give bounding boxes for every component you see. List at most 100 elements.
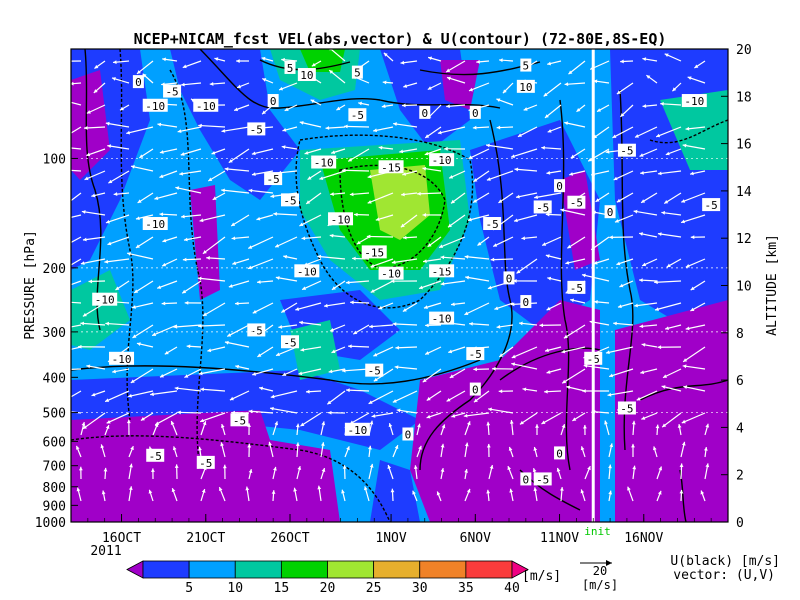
wind-vector [226, 324, 250, 337]
wind-vector-head [608, 490, 613, 495]
wind-vector [680, 214, 706, 224]
wind-vector [561, 346, 586, 353]
wind-vector-head [705, 423, 710, 428]
colorbar-box [373, 560, 421, 579]
wind-vector-head [349, 192, 354, 197]
wind-vector [341, 368, 370, 372]
wind-vector-head [64, 59, 68, 63]
wind-vector-head [683, 385, 688, 390]
wind-vector-head [427, 86, 432, 90]
wind-vector-head [173, 324, 178, 329]
wind-vector [392, 323, 418, 326]
wind-vector-head [60, 400, 64, 403]
wind-vector-head [436, 491, 441, 496]
contour-label: -10 [112, 353, 132, 366]
wind-vector-head [373, 352, 378, 357]
wind-vector [71, 214, 82, 219]
wind-vector-head [394, 445, 399, 450]
wind-vector-head [200, 387, 204, 392]
wind-vector-head [142, 73, 147, 78]
wind-vector-head [519, 321, 523, 326]
wind-vector [252, 302, 274, 314]
wind-vector-head [328, 369, 333, 374]
contour-label-box [503, 271, 515, 285]
wind-vector-head [582, 424, 587, 429]
contour-label: 10 [519, 81, 532, 94]
wind-vector-head [198, 123, 202, 128]
pressure-tick-label: 1000 [35, 516, 66, 531]
wind-vector [319, 170, 346, 180]
wind-vector-head [306, 200, 311, 204]
wind-vector-head [605, 350, 610, 355]
contour-label: 0 [472, 107, 479, 120]
wind-vector-head [275, 276, 280, 280]
wind-vector [654, 280, 682, 284]
wind-vector [607, 390, 634, 396]
wind-vector-head [544, 114, 549, 118]
wind-vector [534, 192, 562, 199]
wind-vector-head [631, 443, 635, 448]
wind-vector-head [273, 212, 277, 216]
wind-vector-head [235, 364, 240, 369]
wind-vector-head [400, 60, 405, 65]
wind-vector-head [161, 301, 166, 306]
wind-vector-head [91, 193, 96, 198]
wind-vector-head [496, 125, 501, 130]
wind-vector-head [157, 122, 162, 127]
field-patch [560, 170, 600, 270]
wind-vector-head [444, 146, 448, 151]
pressure-tick-label: 500 [43, 407, 66, 422]
altitude-tick-label: 4 [736, 421, 744, 436]
wind-vector [681, 192, 706, 203]
wind-vector [683, 385, 706, 392]
wind-vector-head [201, 489, 206, 493]
u-contour-line [419, 119, 513, 471]
wind-vector-head [654, 280, 658, 285]
wind-vector-head [631, 420, 636, 425]
legend-u: U(black) [m/s] [670, 554, 780, 569]
wind-vector-head [543, 92, 548, 97]
contour-label: -5 [620, 145, 633, 158]
wind-vector-head [396, 408, 401, 413]
wind-vector-head [130, 379, 135, 383]
field-patch [410, 300, 600, 522]
wind-vector [104, 258, 130, 263]
contour-label-box [361, 245, 387, 259]
contour-label: 0 [472, 384, 479, 397]
wind-vector-head [657, 490, 662, 495]
contour-label-box [328, 212, 354, 226]
colorbar: 5 10 15 20 25 30 35 40 [126, 560, 529, 596]
wind-vector [197, 277, 226, 282]
wind-vector [605, 346, 634, 354]
wind-vector-head [78, 466, 83, 471]
wind-vector-head [330, 192, 334, 196]
wind-vector-head [382, 80, 387, 85]
wind-vector-head [65, 300, 69, 304]
wind-vector [132, 324, 154, 339]
wind-vector [71, 192, 82, 202]
wind-vector [463, 412, 490, 417]
wind-vector-head [358, 101, 362, 106]
contour-label-box [702, 198, 721, 212]
wind-vector-head [329, 70, 334, 74]
u-contour-line [71, 359, 481, 385]
wind-vector [323, 302, 346, 307]
wind-vector-head [594, 300, 598, 304]
contour-label-box [483, 217, 502, 231]
wind-vector-head [547, 61, 552, 66]
wind-vector-head [399, 149, 404, 154]
wind-vector-head [208, 177, 213, 181]
wind-vector-head [559, 487, 564, 491]
wind-vector-head [662, 423, 667, 428]
field-patch [290, 320, 340, 380]
wind-vector-head [463, 413, 468, 418]
wind-vector [468, 82, 490, 92]
colorbar-tick-label: 10 [227, 581, 243, 596]
wind-vector-head [423, 305, 428, 309]
contour-label: -10 [331, 213, 351, 226]
wind-vector-head [451, 414, 456, 418]
wind-vector-head [582, 389, 586, 393]
wind-vector-head [446, 104, 450, 109]
wind-vector [251, 148, 274, 155]
wind-vector-head [154, 196, 159, 200]
